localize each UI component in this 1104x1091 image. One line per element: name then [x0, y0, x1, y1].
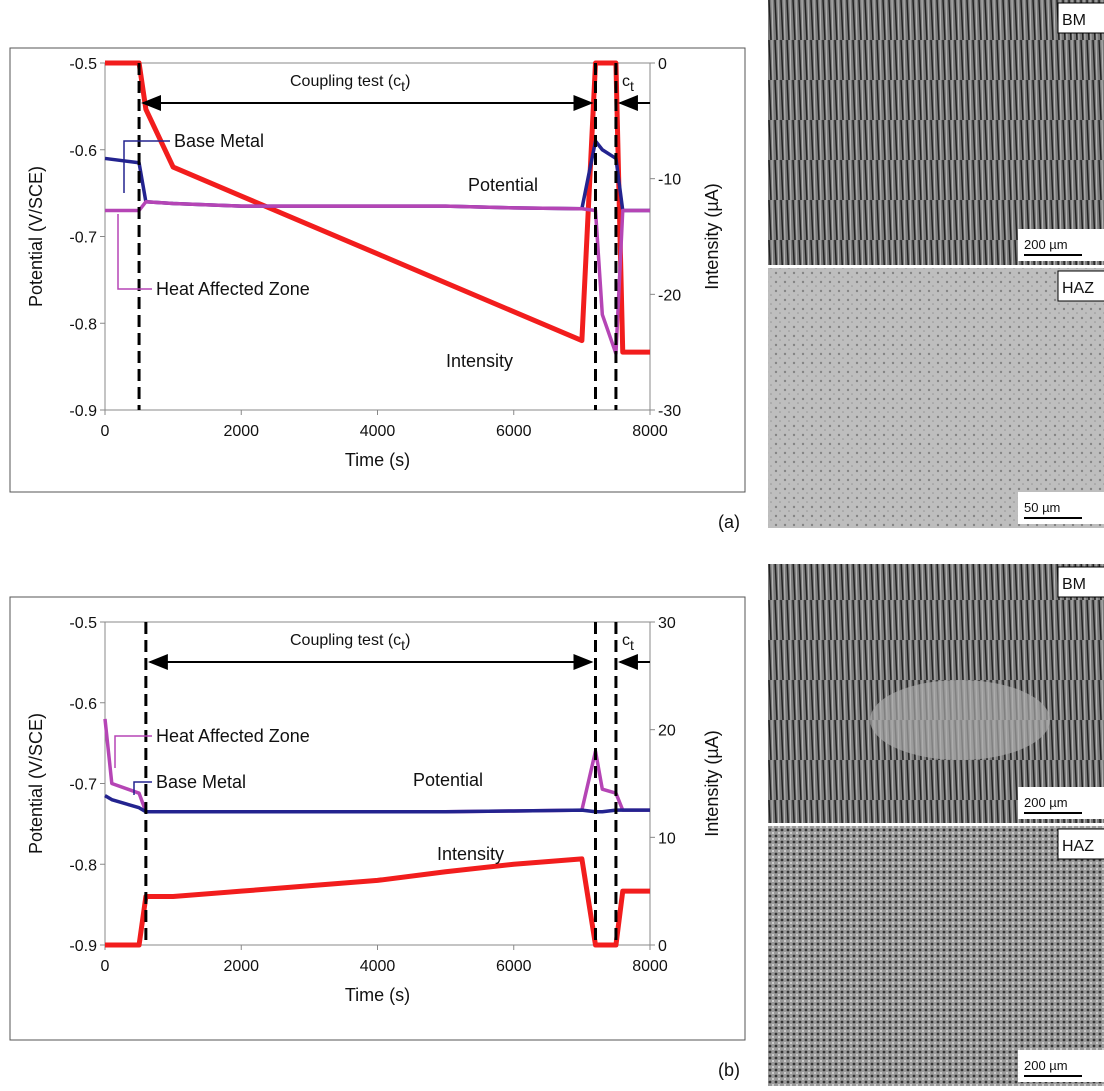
annotation: Intensity	[446, 351, 513, 371]
label-part: )	[405, 73, 410, 90]
label-part: Coupling test (c	[290, 632, 401, 649]
x-tick-label: 8000	[632, 958, 668, 975]
callout-line	[118, 214, 152, 289]
y2-axis-label: Intensity (µA)	[702, 730, 722, 836]
y-axis-label: Potential (V/SCE)	[26, 713, 46, 854]
x-axis-label: Time (s)	[345, 450, 410, 470]
label-sub: t	[630, 637, 634, 653]
x-tick-label: 6000	[496, 958, 532, 975]
y2-tick-label: 20	[658, 723, 676, 740]
plot-area	[105, 63, 650, 410]
series-name: Base Metal	[174, 131, 264, 151]
y2-tick-label: 0	[658, 56, 667, 73]
y2-axis-label: Intensity (µA)	[702, 183, 722, 289]
y-tick-label: -0.8	[69, 316, 97, 333]
series-line	[105, 859, 650, 945]
annotation: Potential	[413, 770, 483, 790]
coupling-label: ct	[622, 632, 634, 653]
scale-label: 200 µm	[1024, 795, 1068, 810]
series-name: Heat Affected Zone	[156, 726, 310, 746]
scale-label: 200 µm	[1024, 237, 1068, 252]
x-axis-label: Time (s)	[345, 985, 410, 1005]
x-tick-label: 0	[101, 423, 110, 440]
series-line	[105, 796, 650, 812]
x-tick-label: 2000	[223, 423, 259, 440]
series-line	[105, 202, 650, 354]
micrograph	[768, 826, 1104, 1086]
micrograph-texture	[768, 268, 1104, 528]
coupling-label: Coupling test (ct)	[290, 632, 410, 653]
y2-tick-label: 0	[658, 938, 667, 955]
x-tick-label: 4000	[360, 958, 396, 975]
scale-label: 50 µm	[1024, 500, 1060, 515]
coupling-label: Coupling test (ct)	[290, 73, 410, 94]
micrograph-feature	[870, 680, 1050, 760]
x-tick-label: 2000	[223, 958, 259, 975]
annotation: Potential	[468, 175, 538, 195]
panel-label: (b)	[718, 1060, 740, 1080]
x-tick-label: 6000	[496, 423, 532, 440]
y2-tick-label: 10	[658, 830, 676, 847]
y-tick-label: -0.7	[69, 230, 97, 247]
micrograph-label: BM	[1062, 12, 1086, 29]
micrograph-label: HAZ	[1062, 280, 1094, 297]
label-part: c	[622, 632, 630, 649]
y2-tick-label: 30	[658, 615, 676, 632]
coupling-label: ct	[622, 73, 634, 94]
series-name: Heat Affected Zone	[156, 279, 310, 299]
series-name: Base Metal	[156, 772, 246, 792]
y-tick-label: -0.5	[69, 56, 97, 73]
micrograph-label: HAZ	[1062, 838, 1094, 855]
x-tick-label: 0	[101, 958, 110, 975]
y-axis-label: Potential (V/SCE)	[26, 166, 46, 307]
label-part: c	[622, 73, 630, 90]
figure: BM200 µmHAZ50 µmBM200 µmHAZ200 µm0200040…	[0, 0, 1104, 1086]
y-tick-label: -0.9	[69, 938, 97, 955]
series-line	[105, 141, 650, 210]
y-tick-label: -0.7	[69, 777, 97, 794]
y2-tick-label: -10	[658, 172, 681, 189]
annotation: Intensity	[437, 844, 504, 864]
x-tick-label: 8000	[632, 423, 668, 440]
micrograph	[768, 0, 1104, 265]
y2-tick-label: -30	[658, 403, 681, 420]
y-tick-label: -0.9	[69, 403, 97, 420]
label-sub: t	[630, 78, 634, 94]
y-tick-label: -0.8	[69, 857, 97, 874]
label-part: )	[405, 632, 410, 649]
scale-label: 200 µm	[1024, 1058, 1068, 1073]
label-part: Coupling test (c	[290, 73, 401, 90]
panel-label: (a)	[718, 512, 740, 532]
y2-tick-label: -20	[658, 287, 681, 304]
y-tick-label: -0.6	[69, 696, 97, 713]
micrograph-label: BM	[1062, 576, 1086, 593]
y-tick-label: -0.6	[69, 143, 97, 160]
x-tick-label: 4000	[360, 423, 396, 440]
y-tick-label: -0.5	[69, 615, 97, 632]
